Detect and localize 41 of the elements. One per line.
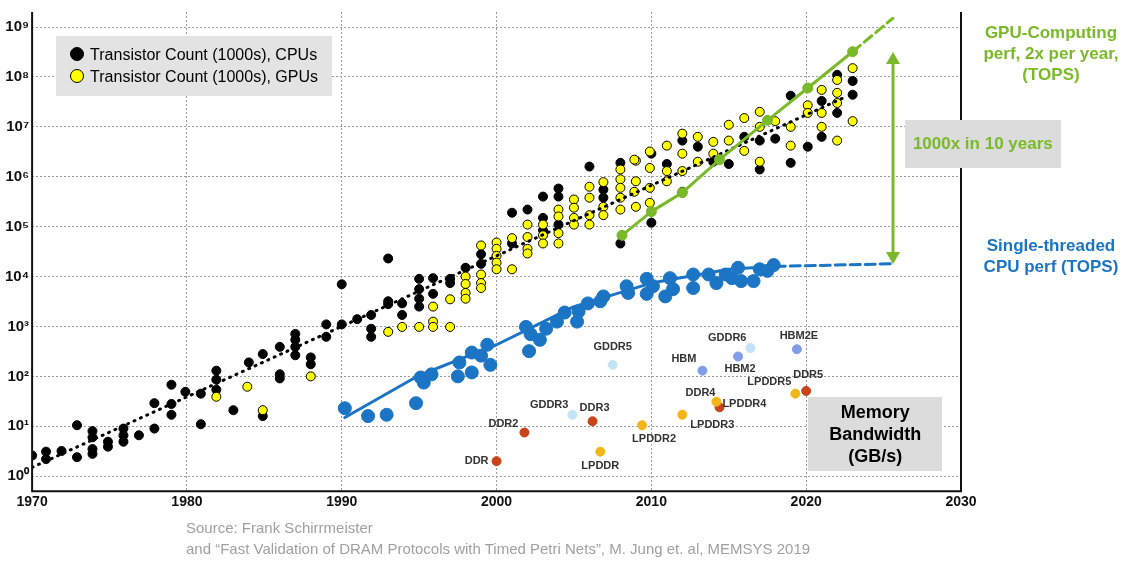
annotation: GDDR6 <box>707 331 747 344</box>
annotation: HBM2 <box>724 361 756 374</box>
y-tick-label: 10⁴ <box>4 266 30 284</box>
y-tick-label: 10⁵ <box>5 216 30 234</box>
annotation: DDR2 <box>488 416 519 429</box>
text: and “Fast Validation of DRAM Protocols with Timed Petri Nets”, M. Jung et. al, MEMSYS 2019 <box>186 540 811 558</box>
legend-label: Transistor Count (1000s), GPUs <box>89 67 319 87</box>
x-tick-label: 1970 <box>16 493 48 510</box>
source-note: Source: Frank Schirrmeister <box>186 519 373 537</box>
annotation: GDDR5 <box>593 339 632 352</box>
annotation: DDR5 <box>793 367 824 380</box>
annotation: LPDDR3 <box>690 417 735 430</box>
annotation: DDR <box>464 454 489 467</box>
x-tick-label: 2030 <box>945 493 977 510</box>
x-tick-label: 2010 <box>635 493 668 510</box>
y-tick-label: 10³ <box>7 316 30 334</box>
y-tick-label: 10⁶ <box>5 166 30 184</box>
x-tick-label: 1990 <box>326 493 358 510</box>
x-tick-label: 1980 <box>171 493 203 510</box>
text: GPU-Computing perf, 2x per year, (TOPS) <box>982 21 1120 85</box>
legend-label: Transistor Count (1000s), CPUs <box>89 45 319 65</box>
annotation: HBM <box>671 351 697 364</box>
text: Single-threaded CPU perf (TOPS) <box>982 235 1120 278</box>
y-tick-label: 10¹ <box>7 416 30 434</box>
annotation: DDR3 <box>579 401 610 414</box>
annotation: HBM2E <box>779 329 819 342</box>
annotation: DDR4 <box>685 386 717 399</box>
x-tick-label: 2000 <box>480 493 513 510</box>
annotation: 1000x in 10 years <box>904 119 1061 168</box>
annotation: LPDDR4 <box>722 396 768 409</box>
annotation: Memory Bandwidth (GB/s) <box>808 396 943 471</box>
annotation: LPDDR5 <box>747 374 792 387</box>
y-tick-label: 10⁰ <box>7 466 31 484</box>
y-tick-label: 10⁷ <box>6 116 30 134</box>
x-tick-label: 2020 <box>790 493 822 510</box>
y-tick-label: 10⁹ <box>5 17 30 35</box>
y-tick-label: 10² <box>7 366 30 384</box>
annotation: LPDDR2 <box>632 432 677 445</box>
y-tick-label: 10⁸ <box>5 67 30 85</box>
annotation: LPDDR <box>581 458 620 471</box>
annotation: GDDR3 <box>529 397 569 410</box>
